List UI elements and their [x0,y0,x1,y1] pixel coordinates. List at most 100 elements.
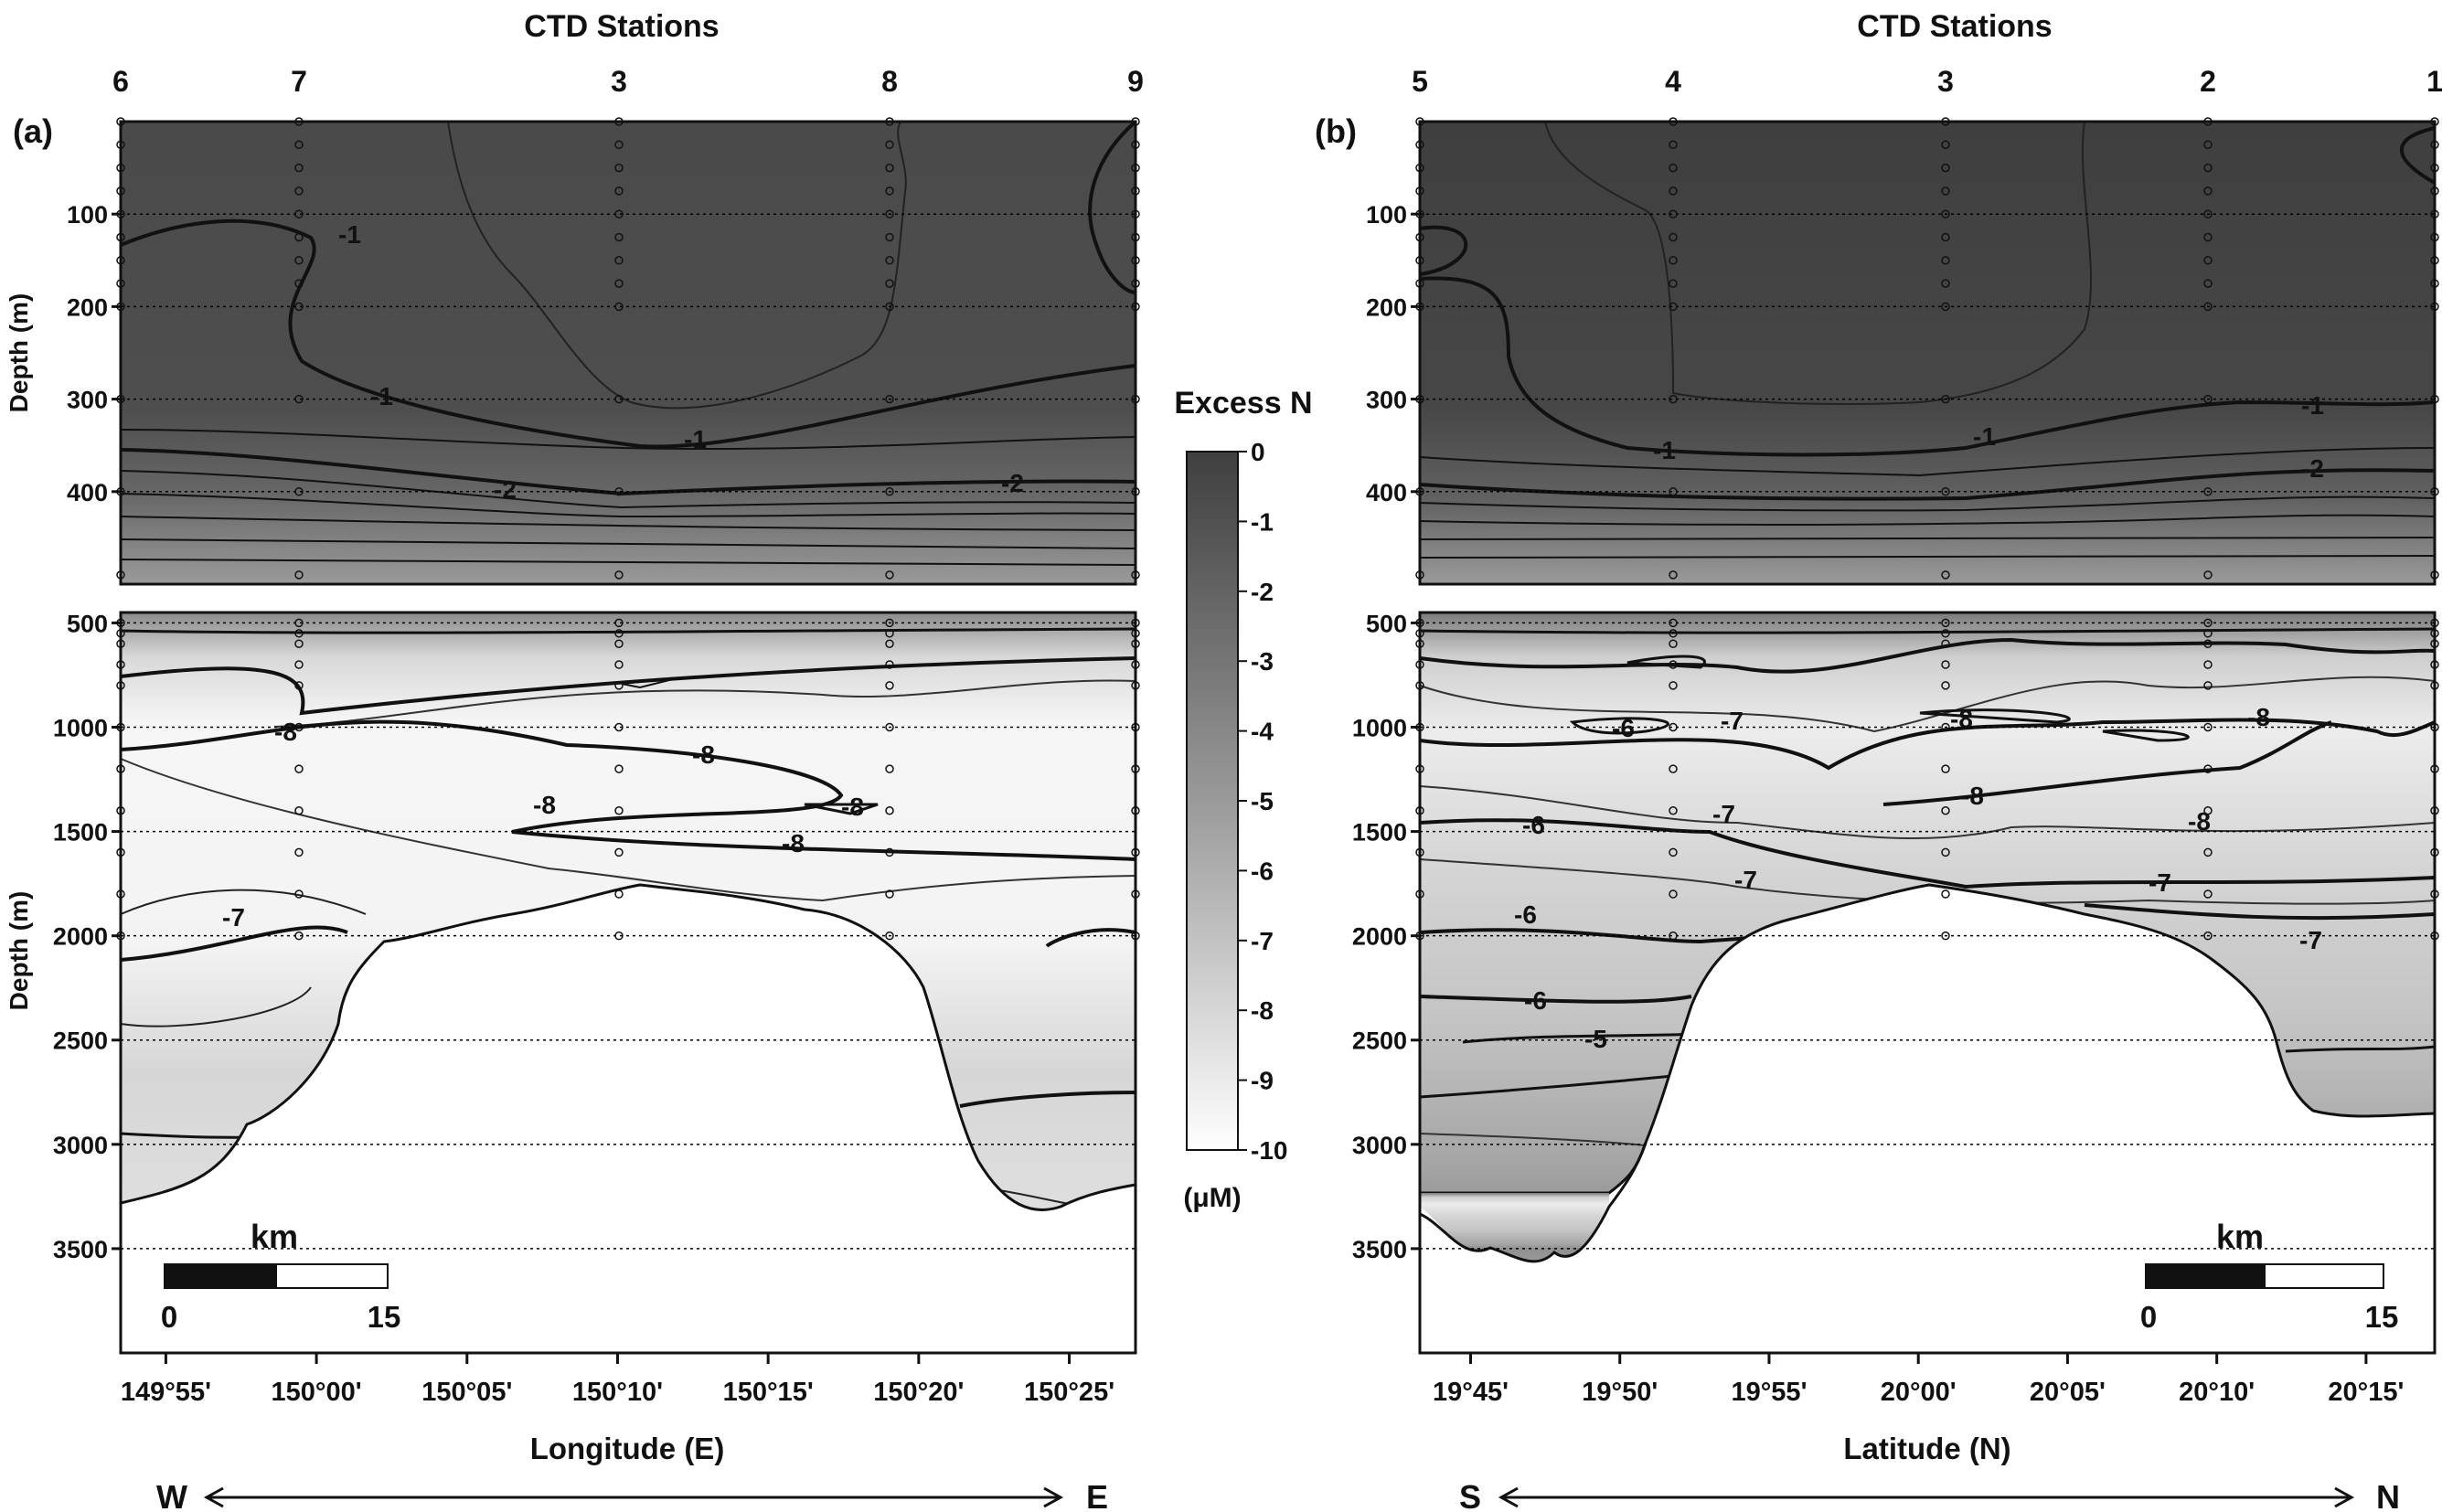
sample-point [1131,931,1140,941]
contour-line [1544,121,2093,405]
contour-line [1419,785,2436,840]
sample-point [294,117,304,126]
station-label: 6 [112,65,129,98]
sample-point [1941,209,1950,218]
sample-point [2430,279,2439,288]
sample-point [1131,618,1140,628]
contour-label: -1 [370,382,393,410]
sample-point [294,163,304,173]
sample-point [885,163,894,173]
x-axis: 19°45' 19°50' 19°55' 20°00' 20°05' 20°10' 20°1… [1433,1353,2404,1407]
sample-point [294,629,304,638]
sample-point [1131,302,1140,312]
direction-left: W [156,1478,187,1512]
contour-line [1419,676,2436,733]
panel-label: (a) [13,112,53,150]
sample-point [2203,279,2213,288]
sample-point [885,117,894,126]
y-axis-top: 100 200 300 400 [1366,201,1420,506]
sample-point [885,140,894,150]
sample-point [885,570,894,580]
sample-point [116,140,125,150]
sample-point [1131,232,1140,242]
y-tick-label: 1000 [53,714,108,741]
colorbar-tick-label: -5 [1251,787,1274,815]
sample-point [116,639,125,648]
sample-point [1415,660,1424,669]
colorbar-ticks: 0 -1 -2 -3 -4 -5 -6 -7 -8 -9 -10 [1238,438,1287,1165]
scale-bar-black [2145,1263,2266,1289]
contour-label: -8 [841,793,864,821]
sample-point [2430,847,2439,857]
contour-label: -6 [1524,986,1547,1015]
contour-labels: -1 -1 -1 -2 -2 -8 -8 -8 -8 -8 -7 [222,220,1024,932]
scale-bar-max: 15 [2365,1300,2399,1334]
sample-point [1941,140,1950,150]
contour-label: -8 [1950,705,1973,733]
colorbar-tick-label: -2 [1251,578,1274,606]
sample-point [614,629,624,638]
sample-point [614,256,624,265]
sample-point [1941,302,1950,312]
sample-point [614,931,624,941]
sample-point [1941,681,1950,690]
direction-arrow: W E [156,1478,1108,1512]
x-tick-label: 150°05' [421,1378,512,1407]
contour-line [1919,708,2071,724]
contour-line [1626,655,1706,669]
contour-label: -1 [1653,436,1676,464]
colorbar-tick-label: -7 [1251,927,1274,955]
sample-point [2203,660,2213,669]
sample-point [614,487,624,496]
contour-line [1419,514,2436,527]
sample-point [1941,629,1950,638]
contour-label: -2 [2301,454,2324,483]
sample-point [1941,279,1950,288]
sample-point [2430,806,2439,815]
sample-point [2430,629,2439,638]
colorbar-unit: (μM) [1183,1183,1241,1213]
arrow-head-left [1498,1486,1519,1508]
sample-point [1941,660,1950,669]
station-label: 9 [1127,65,1144,98]
sample-point [2203,570,2213,580]
contour-label: -1 [338,220,361,249]
sample-point [2203,806,2213,815]
contour-label: -8 [1961,782,1984,810]
y-axis-bottom: 500 1000 1500 2000 2500 3000 3500 [53,610,121,1263]
sample-point [1941,931,1950,941]
arrow-head-left [203,1486,224,1508]
bathymetry [1418,883,2437,1355]
contour-line [1419,637,2436,674]
sample-point [2203,639,2213,648]
contour-line [1419,447,2436,477]
sample-point [1941,186,1950,196]
contour-line [1419,276,2436,457]
sample-point [2203,847,2213,857]
sample-point [294,570,304,580]
sample-point [116,232,125,242]
sample-point [1669,394,1678,404]
sample-point [116,806,125,815]
sample-point [1669,256,1678,265]
contour-label: -7 [1721,707,1744,735]
station-label: 3 [611,65,627,98]
station-markers: 5 4 3 2 1 [1412,65,2442,941]
contour-line [120,627,1136,634]
x-axis-title: Latitude (N) [1843,1432,2010,1465]
contour-labels: -1 -1 -1 -2 -6 -7 -8 -8 -7 -8 -8 -6 -7 -… [1514,391,2324,1053]
sample-point [885,722,894,732]
sample-point [885,660,894,669]
x-tick-label: 19°45' [1433,1378,1509,1407]
sample-point [1415,806,1424,815]
gridlines [1420,213,2435,1250]
y-tick-label: 3500 [1352,1236,1407,1263]
scale-bar: km 0 15 [2140,1218,2399,1334]
sample-point [2430,618,2439,628]
sample-point [1131,889,1140,899]
sample-point [885,186,894,196]
station-label: 4 [1665,65,1681,98]
y-tick-label: 2500 [1352,1028,1407,1055]
sample-point [885,806,894,815]
sample-point [294,140,304,150]
